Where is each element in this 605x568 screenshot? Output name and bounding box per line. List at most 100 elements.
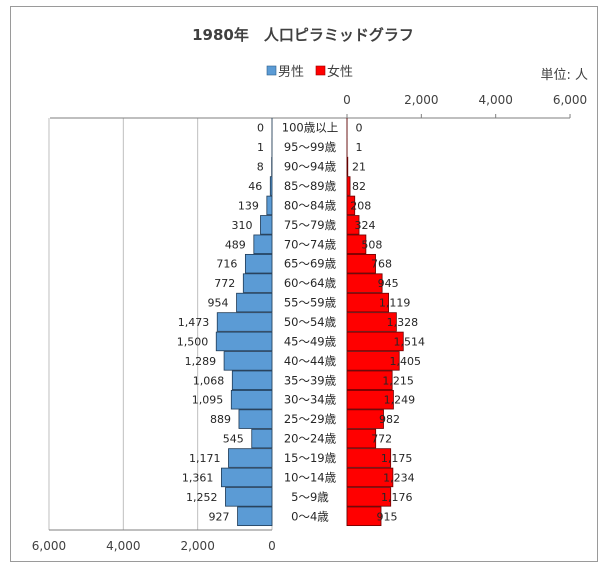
female-bar: [346, 487, 392, 507]
labels: 100歳以上 0 0 95～99歳 1 1 90～94歳 8 21 85～89歳 46 82 80～84…: [177, 121, 425, 524]
female-data-label: 1,175: [381, 452, 413, 465]
age-category-label: 90～94歳: [284, 160, 337, 174]
age-category-label: 0～4歳: [291, 509, 329, 523]
male-data-label: 772: [214, 277, 235, 290]
age-category-label: 20～24歳: [284, 432, 337, 446]
age-category-label: 95～99歳: [284, 140, 337, 154]
female-data-label: 982: [379, 413, 400, 426]
female-data-label: 1,119: [379, 297, 411, 310]
male-data-label: 1: [257, 141, 264, 154]
age-category-label: 65～69歳: [284, 257, 337, 271]
male-data-label: 0: [257, 122, 264, 135]
age-category-label: 25～29歳: [284, 412, 337, 426]
male-bar: [216, 312, 273, 332]
male-bar: [237, 506, 273, 527]
male-bar: [253, 234, 273, 255]
male-bar: [251, 428, 273, 449]
male-axis-tick-label: 4,000: [106, 539, 140, 553]
female-data-label: 768: [371, 258, 392, 271]
male-data-label: 489: [225, 238, 246, 251]
male-data-label: 1,473: [178, 316, 210, 329]
legend-female-label: 女性: [327, 64, 353, 80]
male-bar: [238, 409, 273, 429]
female-bar: [346, 389, 394, 410]
male-bar: [242, 273, 273, 293]
female-bar: [346, 331, 404, 352]
male-data-label: 1,068: [193, 374, 225, 387]
male-bar: [228, 448, 273, 468]
male-bar: [260, 215, 273, 235]
male-bar: [225, 487, 273, 507]
female-axis-tick-label: 6,000: [553, 93, 587, 107]
female-data-label: 945: [378, 277, 399, 290]
female-bar: [346, 273, 383, 293]
male-data-label: 46: [248, 180, 262, 193]
male-bar: [231, 370, 273, 391]
male-bar: [215, 331, 273, 352]
male-data-label: 1,252: [186, 491, 218, 504]
age-category-label: 10～14歳: [284, 470, 337, 484]
age-category-label: 70～74歳: [284, 237, 337, 251]
female-axis-tick-label: 0: [343, 93, 351, 107]
female-data-label: 772: [371, 433, 392, 446]
legend-male-label: 男性: [278, 65, 304, 80]
female-bar: [346, 370, 393, 391]
female-bar: [346, 253, 376, 274]
female-data-label: 0: [356, 122, 363, 135]
age-category-label: 40～44歳: [284, 354, 337, 368]
age-category-label: 100歳以上: [282, 121, 338, 135]
male-data-label: 889: [210, 413, 231, 426]
female-data-label: 1,234: [383, 471, 415, 484]
age-category-label: 50～54歳: [284, 315, 337, 329]
male-axis-tick-label: 6,000: [32, 539, 66, 553]
male-bar: [221, 467, 273, 488]
male-data-label: 1,095: [192, 394, 224, 407]
male-data-label: 1,500: [177, 335, 209, 348]
female-bar: [346, 409, 384, 429]
female-bar: [346, 195, 356, 216]
female-data-label: 1,215: [382, 374, 414, 387]
female-data-label: 508: [361, 238, 382, 251]
age-category-label: 85～89歳: [284, 179, 337, 193]
female-data-label: 1,249: [384, 394, 416, 407]
female-bar: [346, 351, 400, 371]
age-category-label: 60～64歳: [284, 276, 337, 290]
male-axis-tick-label: 2,000: [180, 539, 214, 553]
female-bar: [346, 428, 377, 449]
chart-title: 1980年 人口ピラミッドグラフ: [192, 26, 414, 44]
male-data-label: 954: [208, 297, 229, 310]
male-data-label: 1,171: [189, 452, 221, 465]
age-category-label: 55～59歳: [284, 296, 337, 310]
female-data-label: 1,405: [389, 355, 421, 368]
female-data-label: 21: [352, 161, 366, 174]
male-axis-tick-label: 0: [268, 539, 276, 553]
male-data-label: 1,289: [185, 355, 217, 368]
female-data-label: 82: [352, 180, 366, 193]
legend-female-swatch: [315, 65, 326, 76]
chart-frame: [10, 6, 598, 562]
age-category-label: 30～34歳: [284, 393, 337, 407]
age-category-label: 15～19歳: [284, 451, 337, 465]
age-category-label: 80～84歳: [284, 198, 337, 212]
male-bar: [244, 253, 273, 274]
age-category-label: 5～9歳: [291, 490, 329, 504]
female-axis-tick-label: 4,000: [479, 93, 513, 107]
female-data-label: 1: [356, 141, 363, 154]
age-category-label: 75～79歳: [284, 218, 337, 232]
male-data-label: 310: [231, 219, 252, 232]
male-data-label: 927: [209, 510, 230, 523]
female-data-label: 324: [355, 219, 376, 232]
male-data-label: 1,361: [182, 471, 214, 484]
female-bar: [346, 467, 394, 488]
female-bar: [346, 215, 360, 235]
bars: [215, 117, 404, 527]
male-data-label: 139: [238, 199, 259, 212]
male-bar: [266, 195, 273, 216]
female-data-label: 1,514: [394, 335, 426, 348]
female-axis-tick-label: 2,000: [404, 93, 438, 107]
male-data-label: 716: [216, 258, 237, 271]
female-data-label: 915: [377, 510, 398, 523]
female-bar: [346, 156, 349, 177]
male-data-label: 545: [223, 433, 244, 446]
